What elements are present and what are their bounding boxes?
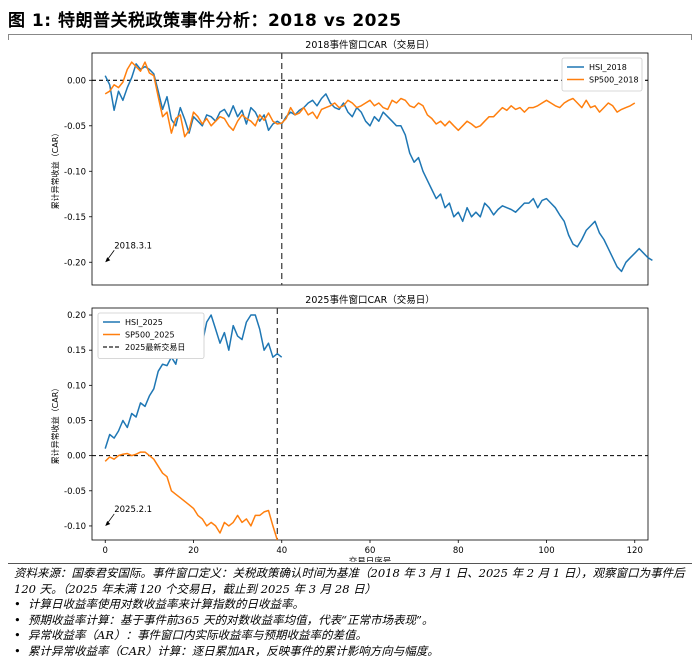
note-bullet: 异常收益率（AR）：事件窗口内实际收益率与预期收益率的差值。 <box>14 628 690 644</box>
legend-label: SP500_2025 <box>125 331 175 340</box>
source-note: 资料来源：国泰君安国际。事件窗口定义：关税政策确认时间为基准（2018 年 3 … <box>14 566 685 596</box>
y-axis-label: 累计异常收益（CAR） <box>50 384 60 465</box>
note-bullet: 计算日收益率使用对数收益率来计算指数的日收益率。 <box>14 597 690 613</box>
annotation-label: 2018.3.1 <box>114 241 152 251</box>
chart-title: 2025事件窗口CAR（交易日） <box>305 294 434 306</box>
legend-label: 2025最新交易日 <box>125 342 185 352</box>
notes-divider <box>8 563 692 564</box>
plot-frame <box>91 52 649 286</box>
title-divider-right-tick <box>691 34 692 40</box>
annotation-label: 2025.2.1 <box>114 505 152 515</box>
y-tick-label: 0.05 <box>67 416 86 426</box>
notes-block: 资料来源：国泰君安国际。事件窗口定义：关税政策确认时间为基准（2018 年 3 … <box>14 566 690 659</box>
y-tick-label: -0.20 <box>64 258 86 268</box>
note-bullet: 累计异常收益率（CAR）计算：逐日累加AR，反映事件的累计影响方向与幅度。 <box>14 644 690 660</box>
chart-title: 2018事件窗口CAR（交易日） <box>305 39 434 51</box>
x-tick-label: 80 <box>453 546 464 556</box>
series-line-hsi-2018 <box>104 63 653 273</box>
figure-title: 图 1: 特朗普关税政策事件分析：2018 vs 2025 <box>8 11 402 31</box>
legend-label: SP500_2018 <box>589 76 639 85</box>
x-axis-label: 交易日序号 <box>349 556 392 562</box>
charts-canvas: 2018事件窗口CAR（交易日） 0.00 -0.05 -0.10 -0.15 -0.20… <box>50 39 653 562</box>
annotation-arrow-head <box>105 257 111 263</box>
y-tick-label: -0.10 <box>64 167 86 177</box>
annotation-arrow-head <box>105 520 111 526</box>
series-line-sp500-2025 <box>104 451 279 541</box>
x-tick-label: 0 <box>103 546 108 556</box>
x-tick-label: 100 <box>538 546 554 556</box>
legend-box <box>97 312 205 359</box>
y-tick-label: -0.05 <box>64 122 86 132</box>
y-tick-label: -0.15 <box>64 213 86 223</box>
x-tick-label: 20 <box>188 546 199 556</box>
title-divider <box>8 34 692 35</box>
x-tick-label: 40 <box>276 546 287 556</box>
y-tick-label: 0.10 <box>67 381 86 391</box>
note-bullet: 预期收益率计算：基于事件前365 天的对数收益率均值，代表“正常市场表现”。 <box>14 613 690 629</box>
y-tick-label: 0.00 <box>67 452 86 462</box>
y-tick-label: 0.20 <box>67 311 86 321</box>
x-tick-label: 60 <box>365 546 376 556</box>
y-tick-label: -0.05 <box>64 487 86 497</box>
series-line-sp500-2018 <box>104 61 636 138</box>
y-tick-label: -0.10 <box>64 522 86 532</box>
legend-label: HSI_2018 <box>589 63 627 72</box>
title-divider-left-tick <box>8 34 9 40</box>
y-axis-label: 累计异常收益（CAR） <box>50 129 60 210</box>
y-tick-label: 0.00 <box>67 76 86 86</box>
legend-label: HSI_2025 <box>125 318 163 327</box>
y-tick-label: 0.15 <box>67 346 86 356</box>
x-tick-label: 120 <box>627 546 643 556</box>
